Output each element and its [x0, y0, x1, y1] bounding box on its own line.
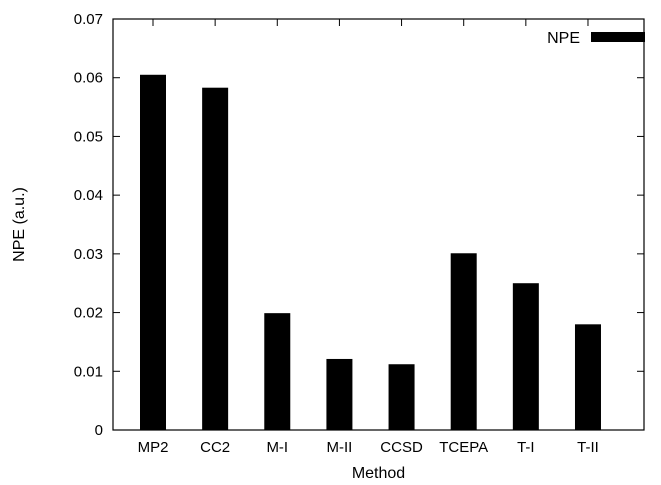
bar-t-ii	[574, 324, 601, 430]
x-axis-label: Method	[352, 465, 405, 482]
y-tick-label: 0.06	[74, 70, 103, 87]
y-tick-label: 0.03	[74, 246, 103, 263]
bar-m-i	[264, 313, 291, 430]
y-tick-label: 0.02	[74, 305, 103, 322]
x-tick-label: CC2	[200, 439, 230, 456]
x-tick-label: MP2	[138, 439, 169, 456]
plot-frame	[112, 18, 645, 431]
y-tick-label: 0.07	[74, 11, 103, 28]
x-tick-label: M-II	[327, 439, 353, 456]
bar-tcepa	[450, 253, 477, 430]
y-tick-label: 0.04	[74, 187, 103, 204]
bar-mp2	[140, 74, 166, 431]
bar-m-ii	[326, 358, 353, 430]
y-tick-label: 0	[95, 422, 103, 439]
x-tick-label: T-I	[517, 439, 535, 456]
legend: NPE	[547, 30, 645, 47]
x-tick-label: M-I	[266, 439, 288, 456]
y-tick-label: 0.05	[74, 128, 103, 145]
y-tick-label: 0.01	[74, 363, 103, 380]
bar-cc2	[202, 87, 229, 431]
bar-t-i	[512, 283, 539, 430]
legend-swatch	[591, 32, 645, 42]
x-tick-label: CCSD	[380, 439, 423, 456]
x-tick-label: T-II	[577, 439, 599, 456]
y-axis-ticks: 0 0.01 0.02 0.03 0.04 0.05 0.06 0.07	[74, 11, 644, 439]
y-axis-label: NPE (a.u.)	[11, 187, 28, 262]
x-tick-label: TCEPA	[439, 439, 488, 456]
legend-label: NPE	[547, 30, 580, 47]
x-axis-ticks: MP2 CC2 M-I M-II CCSD TCEPA T-I T-II	[138, 19, 599, 456]
bars	[140, 74, 601, 431]
bar-ccsd	[388, 364, 415, 430]
